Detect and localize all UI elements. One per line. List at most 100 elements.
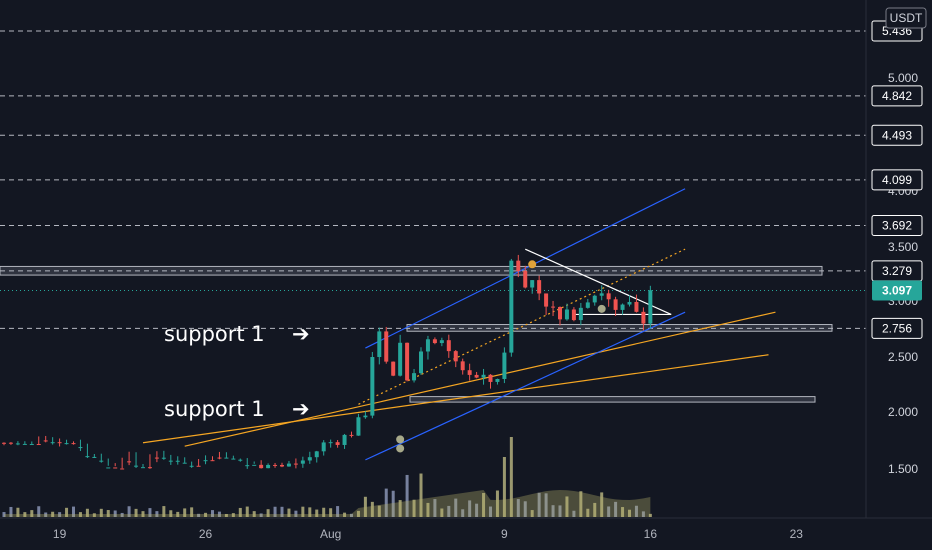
volume-bar <box>370 501 374 517</box>
candle-body <box>578 307 583 321</box>
volume-bar <box>572 510 576 517</box>
candle-body <box>335 442 340 445</box>
candle-body <box>29 444 34 446</box>
candle-body <box>154 457 159 459</box>
volume-bar <box>44 512 48 517</box>
volume-bar <box>120 512 124 517</box>
candle-body <box>523 271 528 288</box>
price-tick-label: 2.000 <box>888 405 918 419</box>
price-level-tag-box <box>871 317 923 339</box>
candle-body <box>217 457 222 459</box>
candle-body <box>238 459 243 461</box>
volume-bar <box>509 437 513 517</box>
time-tick-label: 26 <box>199 527 213 541</box>
currency-label: USDT <box>890 11 923 25</box>
volume-bar <box>336 506 340 517</box>
candle-body <box>182 462 187 464</box>
candle-body <box>571 309 576 321</box>
candle-body <box>300 460 305 464</box>
volume-bar <box>363 496 367 517</box>
time-axis[interactable]: 19 26 Aug 9 16 23 <box>53 527 803 541</box>
currency-badge[interactable]: USDT <box>885 7 927 29</box>
volume-bar <box>523 501 527 517</box>
candle-body <box>432 339 437 344</box>
candle-body <box>175 460 180 462</box>
candle-body <box>509 260 514 353</box>
volume-bar <box>58 512 62 517</box>
price-level-tag: 4.842 <box>871 85 923 107</box>
candle-body <box>613 299 618 310</box>
candle-body <box>203 460 208 462</box>
candle-body <box>377 331 382 358</box>
candle-body <box>606 293 611 300</box>
volume-bar <box>356 510 360 517</box>
candle-body <box>412 373 417 381</box>
current-price-tag-label: 3.097 <box>882 284 912 298</box>
volume-bar <box>482 492 486 517</box>
candle-body <box>64 443 69 445</box>
volume-bar <box>426 502 430 517</box>
annotation-support-1-lower: support 1 ➔ <box>164 397 310 421</box>
candle-body <box>113 467 118 469</box>
candle-body <box>92 456 97 458</box>
volume-bar <box>648 513 652 517</box>
volume-bar <box>308 507 312 517</box>
candle-body <box>439 340 444 344</box>
candle-body <box>564 309 569 320</box>
time-tick-label: 16 <box>644 527 658 541</box>
volume-bar <box>475 503 479 517</box>
candle-body <box>245 465 250 467</box>
candle-body <box>22 443 27 445</box>
candle-body <box>467 370 472 375</box>
candle-body <box>127 461 132 463</box>
price-level-tag: 3.279 <box>871 260 923 282</box>
channel-line-blue-lower <box>365 311 686 461</box>
candle-body <box>516 260 521 272</box>
volume-bar <box>391 490 395 517</box>
volume-bar <box>495 490 499 517</box>
volume-bar <box>461 509 465 517</box>
volume-bar <box>343 512 347 517</box>
candle-body <box>599 293 604 296</box>
candle-body <box>252 464 257 466</box>
candle-body <box>474 374 479 378</box>
candle-body <box>307 457 312 461</box>
price-zones <box>0 265 833 403</box>
signal-dot <box>396 444 405 453</box>
volume-bar <box>301 506 305 517</box>
candle-body <box>349 434 354 436</box>
candle-body <box>321 442 326 452</box>
volume-bar <box>23 512 27 517</box>
time-tick-label: 19 <box>53 527 67 541</box>
volume-bar <box>412 499 416 517</box>
volume-bar <box>489 506 492 517</box>
candle-body <box>57 442 62 444</box>
signal-dot <box>528 260 537 269</box>
candle-body <box>502 352 507 379</box>
time-tick-label: 23 <box>790 527 804 541</box>
price-zone <box>409 396 816 403</box>
candle-body <box>36 444 41 446</box>
volume-bar <box>127 506 131 517</box>
candle-body <box>120 468 125 470</box>
candle-body <box>314 451 319 458</box>
volume-bar <box>579 491 583 517</box>
candle-body <box>460 361 465 371</box>
price-zone <box>0 265 823 276</box>
candle-body <box>356 417 361 436</box>
candle-body <box>50 442 55 444</box>
volume-bar <box>628 509 631 517</box>
candle-body <box>210 460 215 462</box>
time-tick-label: 9 <box>501 527 508 541</box>
annotation-text: support 1 <box>164 397 265 421</box>
candle-body <box>592 295 597 303</box>
candle-body <box>544 293 549 307</box>
candle-body <box>99 460 104 462</box>
candle-body <box>384 331 389 362</box>
candle-body <box>8 442 13 444</box>
candle-body <box>398 342 403 376</box>
volume-bar <box>113 510 117 517</box>
arrow-right-icon: ➔ <box>292 322 310 346</box>
volume-bar <box>634 505 638 517</box>
